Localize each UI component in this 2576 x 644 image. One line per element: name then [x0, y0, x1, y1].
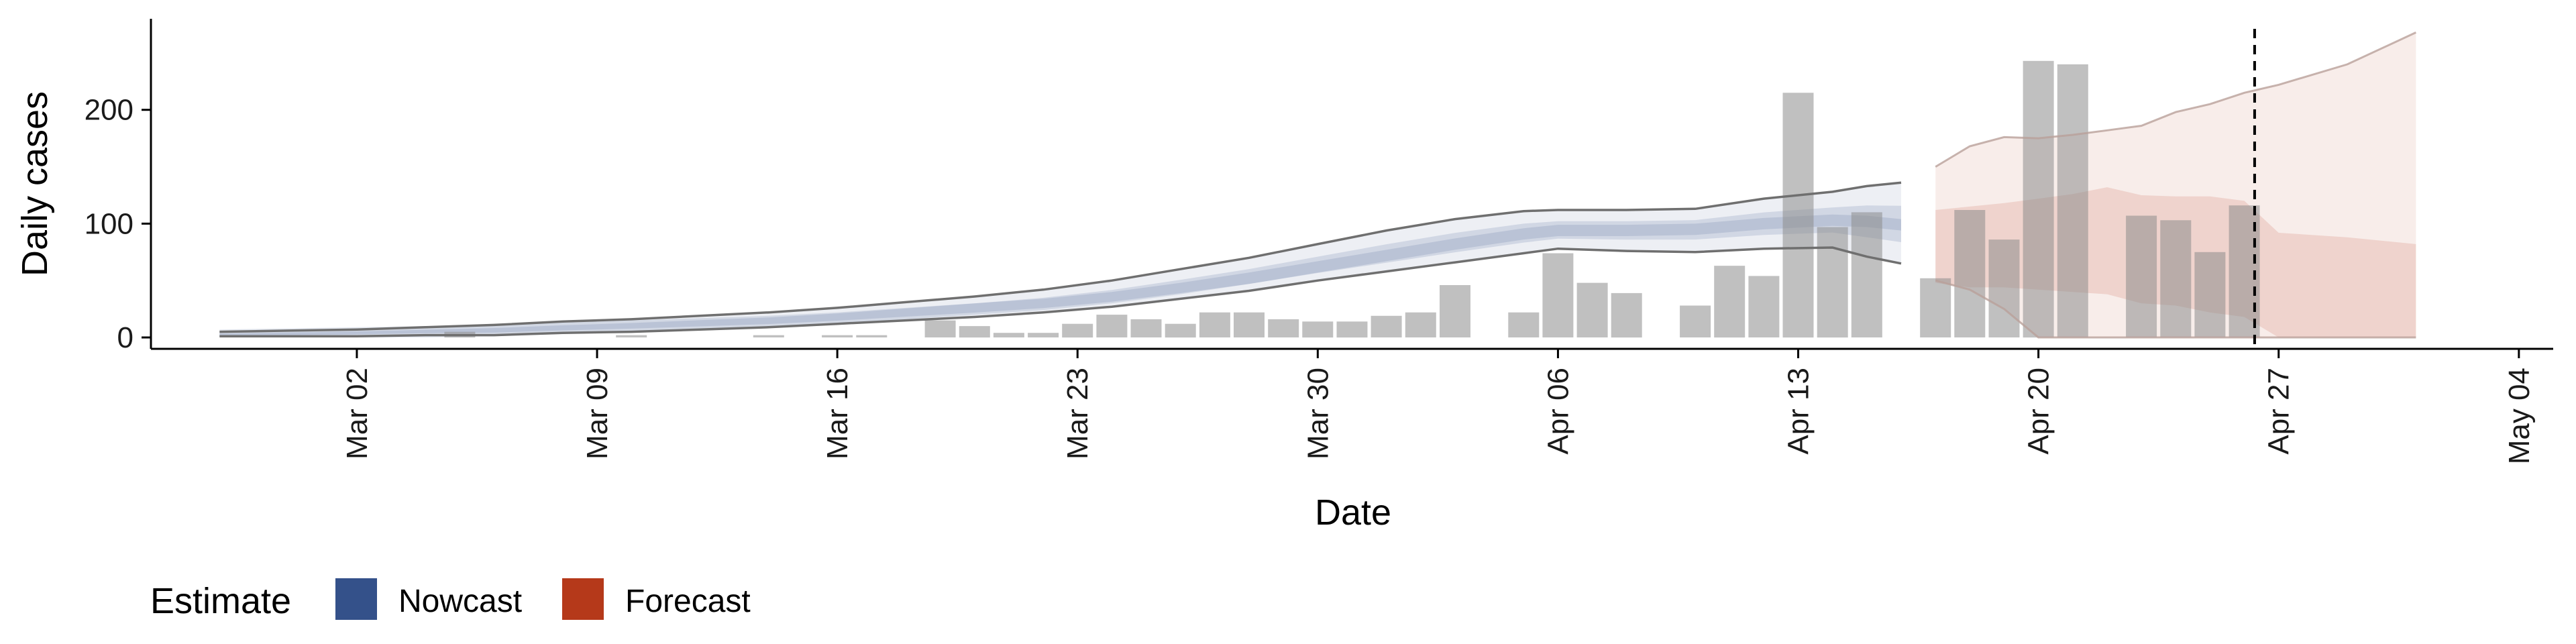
- reported-cases-bar: [1508, 312, 1540, 337]
- reported-cases-bar: [1440, 285, 1470, 337]
- x-tick-label: May 04: [2503, 368, 2536, 464]
- reported-cases-bar: [993, 333, 1024, 337]
- reported-cases-bar: [616, 335, 647, 337]
- reported-cases-bar: [1302, 321, 1334, 338]
- x-tick-label: Apr 13: [1782, 368, 1815, 455]
- y-tick-label: 200: [85, 94, 133, 127]
- x-tick-label: Mar 02: [341, 368, 374, 460]
- reported-cases-bar: [1920, 278, 1951, 337]
- x-tick-label: Mar 09: [581, 368, 614, 460]
- legend-label-forecast: Forecast: [625, 584, 751, 619]
- reported-cases-bar: [1096, 315, 1128, 337]
- reported-cases-bar: [1576, 282, 1608, 337]
- reported-cases-bar: [1782, 93, 1814, 338]
- reported-cases-bar: [753, 335, 784, 337]
- bar-layer: [444, 60, 2260, 338]
- legend-swatch-forecast: [562, 578, 604, 620]
- x-tick-label: Apr 20: [2023, 368, 2055, 455]
- reported-cases-bar: [2126, 215, 2157, 337]
- reported-cases-bar: [1336, 321, 1368, 338]
- forecast-lower-line: [1935, 279, 2416, 339]
- nowcast-upper-line: [219, 181, 1902, 333]
- x-tick-label: Mar 30: [1301, 368, 1334, 460]
- reported-cases-bar: [1542, 253, 1574, 337]
- reported-cases-bar: [1199, 312, 1230, 337]
- reported-cases-bar: [1062, 323, 1093, 338]
- reported-cases-bar: [1234, 312, 1265, 337]
- reported-cases-bar: [856, 335, 888, 337]
- y-axis-title: Daily cases: [15, 91, 55, 276]
- nowcast-band-90: [219, 182, 1901, 337]
- reported-cases-bar: [1165, 323, 1196, 338]
- x-tick-label: Apr 27: [2263, 368, 2296, 455]
- reported-cases-bar: [1988, 239, 2020, 337]
- reported-cases-bar: [1851, 212, 1882, 337]
- forecast-upper-line: [1935, 32, 2417, 168]
- y-tick-label: 100: [85, 207, 133, 240]
- reported-cases-bar: [1680, 305, 1711, 337]
- reported-cases-bar: [1817, 227, 1848, 338]
- legend-swatch-nowcast: [335, 578, 377, 620]
- reported-cases-bar: [1611, 292, 1642, 338]
- reported-cases-bar: [2160, 220, 2192, 337]
- axes: [150, 19, 2553, 350]
- reported-cases-bar: [1268, 319, 1299, 337]
- reported-cases-bar: [1748, 276, 1780, 337]
- x-tick-label: Mar 16: [821, 368, 854, 460]
- nowcast-band-20: [219, 214, 1901, 337]
- reported-cases-bar: [924, 320, 956, 337]
- x-tick-label: Mar 23: [1061, 368, 1094, 460]
- legend: Estimate Nowcast Forecast: [150, 578, 751, 621]
- forecast-band-90: [1935, 32, 2416, 338]
- reported-cases-bar: [1954, 210, 1986, 337]
- reported-cases-bar: [1405, 312, 1436, 337]
- legend-title: Estimate: [150, 581, 291, 621]
- y-tick-label: 0: [117, 321, 133, 354]
- reported-cases-bar: [2194, 252, 2226, 337]
- reported-cases-bar: [1714, 266, 1746, 338]
- reported-cases-bar: [959, 326, 990, 338]
- interval-line-layer: [219, 32, 2417, 339]
- nowcast-band-50: [219, 205, 1901, 336]
- nowcast-lower-line: [219, 246, 1902, 338]
- x-axis-title: Date: [1315, 492, 1391, 533]
- x-ticks: Mar 02 Mar 09 Mar 16 Mar 23 Mar 30 Apr 06 Apr …: [341, 349, 2536, 464]
- legend-label-nowcast: Nowcast: [398, 584, 522, 619]
- x-tick-label: Apr 06: [1542, 368, 1574, 455]
- reported-cases-bar: [822, 335, 853, 337]
- reported-cases-bar: [1371, 315, 1402, 337]
- reported-cases-bar: [1130, 319, 1162, 337]
- y-ticks: 0 100 200: [85, 94, 151, 354]
- reported-cases-bar: [1028, 333, 1059, 337]
- reported-cases-bar: [2023, 60, 2054, 338]
- reported-cases-bar: [2057, 64, 2088, 338]
